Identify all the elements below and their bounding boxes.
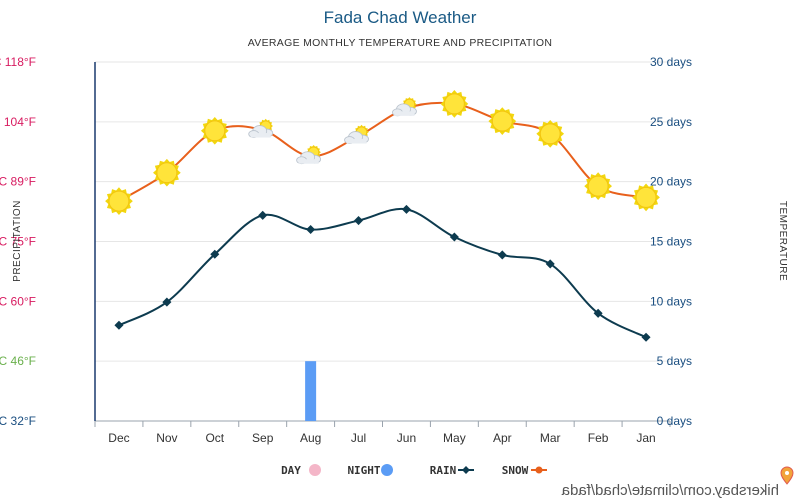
temperature-tick-label: 40°C 104°F: [0, 115, 36, 129]
month-label: Aug: [300, 431, 321, 445]
location-pin-icon: [780, 466, 794, 485]
month-label: Jan: [636, 431, 655, 445]
legend-label: DAY: [281, 464, 301, 477]
night-temperature-line: [118, 207, 647, 339]
chart-subtitle: AVERAGE MONTHLY TEMPERATURE AND PRECIPIT…: [248, 37, 552, 49]
weather-icons: [105, 90, 660, 215]
legend-marker: [462, 466, 470, 474]
legend-item-snow: SNOW: [309, 464, 529, 477]
partly-cloudy-icon: [296, 144, 322, 165]
month-label: Oct: [205, 431, 224, 445]
rain-bars: [305, 361, 317, 421]
month-label: Jul: [351, 431, 366, 445]
night-point: [306, 225, 316, 235]
cloud-base: [394, 111, 415, 116]
night-point: [641, 332, 651, 342]
night-point: [497, 250, 507, 260]
temperature-tick-label: 48°C 118°F: [0, 55, 36, 69]
sun-disc: [587, 175, 609, 197]
precipitation-axis-title: PRECIPITATION: [12, 200, 23, 282]
month-label: Dec: [108, 431, 129, 445]
legend-item-day: DAY: [281, 464, 547, 477]
sun-disc: [539, 123, 561, 145]
legend-item-rain: RAIN: [381, 464, 456, 477]
temperature-tick-label: 8°C 46°F: [0, 354, 36, 368]
temperature-tick-label: 32°C 89°F: [0, 175, 36, 189]
month-label: Feb: [588, 431, 609, 445]
legend-marker: [381, 464, 393, 476]
chart-text: Fada Chad Weather AVERAGE MONTHLY TEMPERA…: [0, 8, 794, 499]
chart-title: Fada Chad Weather: [324, 8, 477, 27]
sun-disc: [204, 120, 226, 142]
precipitation-tick-label: 30 days: [650, 55, 692, 69]
grid: [94, 61, 671, 427]
sun-disc: [156, 162, 178, 184]
cloud-base: [250, 133, 271, 138]
partly-cloudy-icon: [392, 97, 417, 117]
cloud-base: [298, 159, 319, 164]
precipitation-tick-label: 0 days: [657, 414, 692, 428]
legend-label: NIGHT: [347, 464, 380, 477]
precipitation-tick-label: 20 days: [650, 175, 692, 189]
precipitation-tick-label: 15 days: [650, 235, 692, 249]
partly-cloudy-icon: [344, 124, 369, 144]
sun-icon: [440, 90, 469, 118]
location-pin-dot: [785, 471, 789, 475]
source-link: hikersbay.com/climate/chad/fada: [561, 466, 794, 499]
legend-label: RAIN: [430, 464, 457, 477]
cloud-icon: [248, 125, 274, 138]
series-lines: [114, 101, 651, 342]
sun-icon: [105, 187, 133, 215]
legend-marker: [535, 466, 543, 474]
partly-cloudy-icon: [248, 118, 274, 138]
sun-icon: [632, 183, 660, 212]
temperature-tick-label: 0°C 32°F: [0, 414, 36, 428]
precipitation-tick-label: 25 days: [650, 115, 692, 129]
temperature-tick-label: 16°C 60°F: [0, 294, 36, 308]
rain-bar: [305, 361, 317, 421]
month-label: Apr: [493, 431, 512, 445]
night-point: [114, 320, 124, 330]
sun-icon: [536, 119, 565, 148]
night-point: [162, 297, 172, 307]
sun-disc: [491, 110, 513, 132]
source-text: hikersbay.com/climate/chad/fada: [561, 482, 779, 499]
month-label: Sep: [252, 431, 274, 445]
month-label: Jun: [397, 431, 416, 445]
sun-disc: [108, 190, 130, 212]
night-point: [210, 249, 220, 259]
sun-icon: [488, 107, 517, 135]
temperature-axis-title: TEMPERATURE: [777, 201, 788, 281]
legend-label: SNOW: [502, 464, 529, 477]
night-point: [354, 216, 364, 226]
legend-item-night: NIGHT: [347, 464, 474, 477]
sun-icon: [153, 158, 181, 187]
sun-disc: [443, 93, 465, 115]
month-label: Mar: [540, 431, 561, 445]
cloud-icon: [392, 103, 417, 117]
sun-disc: [635, 186, 657, 208]
sun-icon: [584, 172, 612, 201]
cloud-icon: [344, 131, 369, 144]
night-point: [401, 204, 411, 214]
sun-icon: [200, 116, 229, 145]
legend-marker: [309, 464, 321, 476]
precipitation-tick-label: 10 days: [650, 294, 692, 308]
cloud-icon: [296, 151, 322, 165]
temperature-tick-label: 24°C 75°F: [0, 235, 36, 249]
precipitation-tick-label: 5 days: [657, 354, 692, 368]
month-label: Nov: [156, 431, 177, 445]
month-label: May: [443, 431, 466, 445]
day-temperature-line: [118, 101, 647, 202]
cloud-base: [346, 139, 367, 144]
night-point: [258, 210, 268, 220]
night-point: [449, 232, 459, 242]
